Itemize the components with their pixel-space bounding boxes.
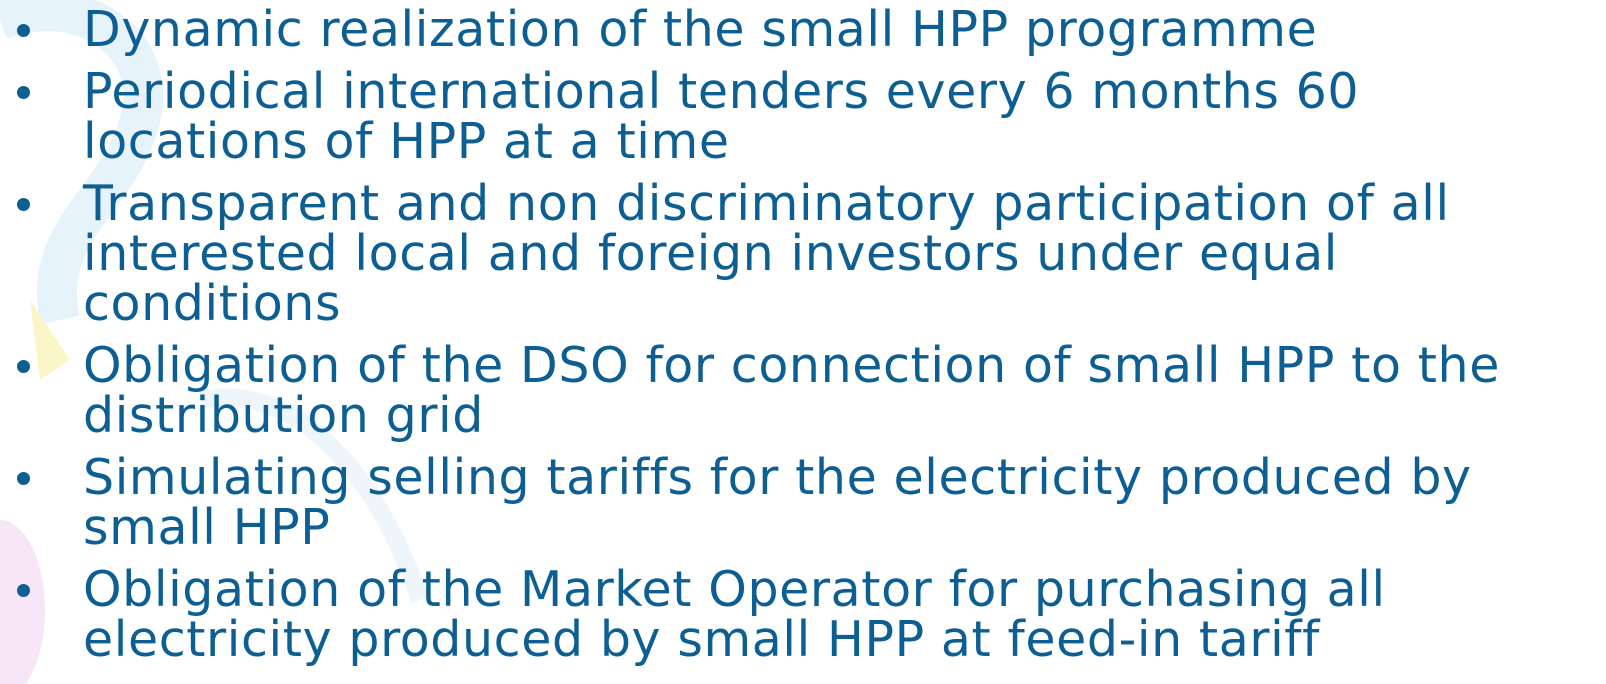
bullet-dot: [17, 584, 30, 597]
bullet-dot: [17, 472, 30, 485]
bullet-item: Periodical international tenders every 6…: [0, 67, 1606, 167]
bullet-item: Obligation of the DSO for connection of …: [0, 341, 1606, 441]
bullet-item: Dynamic realization of the small HPP pro…: [0, 5, 1606, 55]
bullet-text: small HPP: [83, 503, 1606, 553]
bullet-item: Transparent and non discriminatory parti…: [0, 179, 1606, 329]
bullet-text: electricity produced by small HPP at fee…: [83, 615, 1606, 665]
bullet-text: Obligation of the DSO for connection of …: [83, 341, 1606, 391]
bullet-dot: [17, 86, 30, 99]
bullet-text: Periodical international tenders every 6…: [83, 67, 1606, 117]
bullet-text: Transparent and non discriminatory parti…: [83, 179, 1606, 229]
bullet-text: Simulating selling tariffs for the elect…: [83, 453, 1606, 503]
bullet-dot: [17, 24, 30, 37]
bullet-list: Dynamic realization of the small HPP pro…: [0, 5, 1606, 677]
slide: {"bullets": [ {"lines": ["Dynamic realiz…: [0, 0, 1606, 684]
bullet-dot: [17, 360, 30, 373]
bullet-text: interested local and foreign investors u…: [83, 229, 1606, 279]
bullet-item: Obligation of the Market Operator for pu…: [0, 565, 1606, 665]
bullet-text: Dynamic realization of the small HPP pro…: [83, 5, 1606, 55]
bullet-text: Obligation of the Market Operator for pu…: [83, 565, 1606, 615]
bullet-text: conditions: [83, 279, 1606, 329]
bullet-dot: [17, 198, 30, 211]
bullet-text: distribution grid: [83, 391, 1606, 441]
bullet-text: locations of HPP at a time: [83, 117, 1606, 167]
bullet-item: Simulating selling tariffs for the elect…: [0, 453, 1606, 553]
